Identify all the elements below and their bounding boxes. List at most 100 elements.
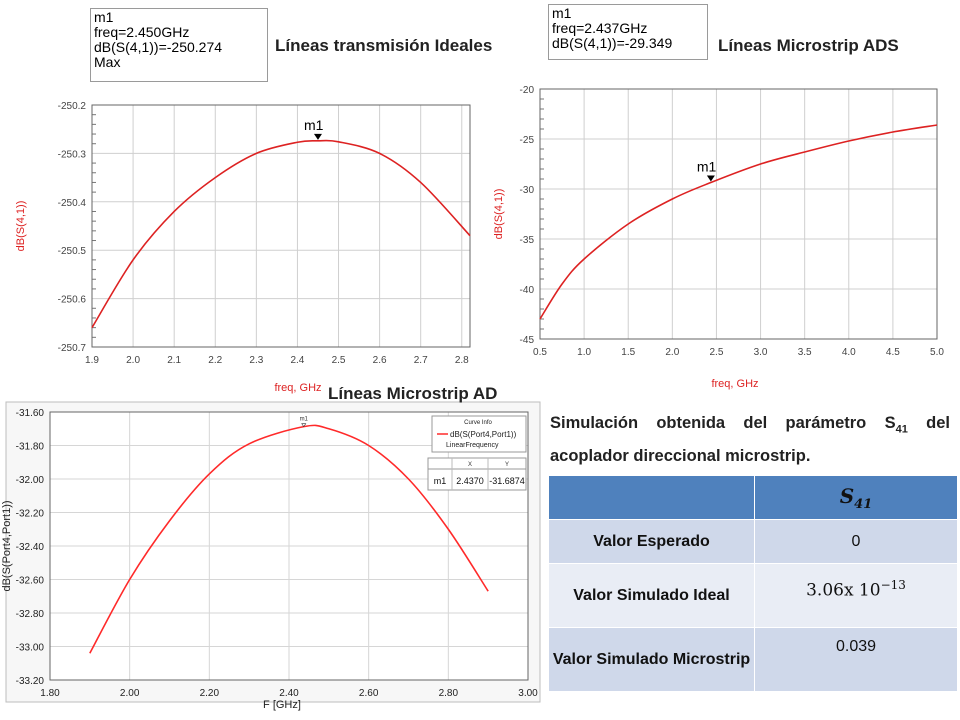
table-row: Valor Esperado 0 xyxy=(548,519,958,564)
table-row: Valor Simulado Microstrip 0.039 xyxy=(548,627,958,692)
y-tick-label: -20 xyxy=(520,85,535,96)
marker-table-cell: m1 xyxy=(434,476,447,486)
row-label: Valor Simulado Microstrip xyxy=(548,627,755,692)
s41-table: S41 Valor Esperado 0 Valor Simulado Idea… xyxy=(548,475,958,692)
marker-label: m1 xyxy=(300,417,309,423)
y-tick-label: -32.80 xyxy=(16,609,45,620)
y-tick-label: -35 xyxy=(520,235,535,246)
marker-info-ads: m1 freq=2.437GHz dB(S(4,1))=-29.349 xyxy=(548,4,708,60)
x-tick-label: 2.20 xyxy=(200,688,220,699)
row-label: Valor Simulado Ideal xyxy=(548,563,755,628)
y-tick-label: -32.00 xyxy=(16,475,45,486)
x-tick-label: 1.5 xyxy=(621,347,635,358)
y-tick-label: -32.20 xyxy=(16,509,45,520)
plot-area xyxy=(539,88,938,340)
legend-title: Curve Info xyxy=(464,420,492,426)
x-tick-label: 4.0 xyxy=(842,347,856,358)
x-tick-label: 2.4 xyxy=(290,355,304,366)
marker-label: m1 xyxy=(697,158,717,174)
marker-triangle xyxy=(301,423,307,428)
marker-table-cell: -31.6874 xyxy=(489,476,525,486)
plot-frame xyxy=(539,88,938,340)
y-tick-label: -250.2 xyxy=(58,101,87,112)
chart-cst: 1.80 2.00 2.20 2.40 2.60 2.80 3.00 -31.60 -31.80… xyxy=(1,401,541,711)
heading-ideal: Líneas transmisión Ideales xyxy=(275,36,493,55)
x-tick-label: 0.5 xyxy=(533,347,547,358)
value-exp: −13 xyxy=(880,578,906,592)
x-tick-label: 4.5 xyxy=(886,347,900,358)
y-axis-label: dB(S(4,1)) xyxy=(15,201,27,252)
plot-frame xyxy=(91,104,471,348)
description-line1: Simulación obtenida del parámetro S xyxy=(550,414,896,432)
x-tick-label: 5.0 xyxy=(930,347,944,358)
description: Simulación obtenida del parámetro S41 de… xyxy=(550,410,950,470)
chart-ads: 0.5 1.0 1.5 2.0 2.5 3.0 3.5 4.0 4.5 5.0 -20 -25 -30 -… xyxy=(493,85,944,390)
y-tick-label: -250.5 xyxy=(58,246,87,257)
x-tick-label: 2.8 xyxy=(455,355,469,366)
x-tick-label: 3.0 xyxy=(754,347,768,358)
x-tick-label: 2.1 xyxy=(167,355,181,366)
legend-sub: LinearFrequency xyxy=(446,442,499,449)
description-line2: del acoplador direccional microstrip. xyxy=(550,414,950,466)
marker-freq: freq=2.450GHz xyxy=(94,24,190,40)
x-tick-label: 1.80 xyxy=(40,688,60,699)
row-label: Valor Esperado xyxy=(548,519,755,564)
x-tick-label: 2.5 xyxy=(709,347,723,358)
marker-extra: Max xyxy=(94,54,121,70)
marker-value: dB(S(4,1))=-29.349 xyxy=(552,35,673,51)
y-axis-label: dB(S(Port4,Port1)) xyxy=(1,500,13,591)
chart-ideal: 1.9 2.0 2.1 2.2 2.3 2.4 2.5 2.6 2.7 2.8 -250.2 -250… xyxy=(15,101,471,394)
y-axis-label: dB(S(4,1)) xyxy=(493,189,505,240)
y-tick-label: -250.7 xyxy=(58,343,87,354)
y-tick-label: -250.6 xyxy=(58,295,87,306)
marker-name: m1 xyxy=(94,9,114,25)
x-tick-label: 3.00 xyxy=(518,688,538,699)
description-sub: 41 xyxy=(895,423,908,436)
y-tick-label: -30 xyxy=(520,185,535,196)
x-tick-label: 2.40 xyxy=(279,688,299,699)
legend-entry: dB(S(Port4,Port1)) xyxy=(450,430,517,439)
x-tick-label: 1.9 xyxy=(85,355,99,366)
x-axis-label: F [GHz] xyxy=(263,699,301,711)
x-tick-label: 1.0 xyxy=(577,347,591,358)
marker-label: m1 xyxy=(304,117,324,133)
row-value: 0 xyxy=(754,519,958,564)
x-tick-label: 2.0 xyxy=(665,347,679,358)
row-value: 3.06x 10−13 xyxy=(754,563,958,628)
y-tick-label: -32.60 xyxy=(16,576,45,587)
marker-name: m1 xyxy=(552,5,572,21)
y-tick-label: -40 xyxy=(520,285,535,296)
y-tick-label: -250.3 xyxy=(58,149,87,160)
marker-value: dB(S(4,1))=-250.274 xyxy=(94,39,223,55)
marker-info-ideal: m1 freq=2.450GHz dB(S(4,1))=-250.274 Max xyxy=(90,8,268,82)
x-tick-label: 2.80 xyxy=(439,688,459,699)
header-blank xyxy=(548,475,755,520)
header-sub: 41 xyxy=(854,496,873,512)
y-tick-label: -32.40 xyxy=(16,542,45,553)
x-tick-label: 3.5 xyxy=(798,347,812,358)
series-line xyxy=(539,124,938,320)
header-s41: S41 xyxy=(754,475,958,520)
x-tick-label: 2.3 xyxy=(249,355,263,366)
marker-table-header: X xyxy=(468,462,472,468)
marker-table-cell: 2.4370 xyxy=(456,476,484,486)
marker-table-header: Y xyxy=(505,462,509,468)
x-tick-label: 2.00 xyxy=(120,688,140,699)
y-tick-label: -33.00 xyxy=(16,643,45,654)
table-row: Valor Simulado Ideal 3.06x 10−13 xyxy=(548,563,958,628)
heading-cst: Líneas Microstrip AD xyxy=(328,384,498,403)
x-axis-label: freq, GHz xyxy=(711,378,758,390)
x-tick-label: 2.5 xyxy=(332,355,346,366)
heading-ads: Líneas Microstrip ADS xyxy=(718,36,899,55)
y-tick-label: -31.60 xyxy=(16,408,45,419)
plot-frame xyxy=(49,411,529,681)
y-tick-label: -45 xyxy=(520,335,535,346)
x-tick-label: 2.2 xyxy=(208,355,222,366)
marker-triangle xyxy=(313,133,322,140)
x-axis-label: freq, GHz xyxy=(274,382,321,394)
x-tick-label: 2.0 xyxy=(126,355,140,366)
value-base: 3.06x 10 xyxy=(806,580,881,601)
x-tick-label: 2.6 xyxy=(373,355,387,366)
y-tick-label: -250.4 xyxy=(58,198,87,209)
x-tick-label: 2.7 xyxy=(414,355,428,366)
